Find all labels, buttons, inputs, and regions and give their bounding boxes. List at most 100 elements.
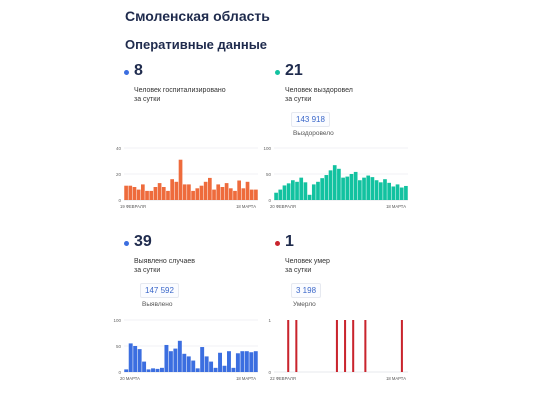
hospitalized-description: Человек госпитализировано за сутки (134, 86, 274, 104)
bar (220, 187, 225, 200)
bar (178, 159, 183, 200)
recovered-line1: Человек выздоровел (285, 87, 353, 94)
recovered-bar-chart: 0 50 100 20 ФЕВРАЛЯ 18 МАРТА (263, 146, 408, 209)
cases-description: Выявлено случаев за сутки (134, 257, 274, 275)
bar (224, 183, 229, 200)
cases-total-label: Выявлено (142, 301, 173, 308)
bar (137, 349, 142, 372)
bar (352, 320, 355, 372)
bar (208, 177, 212, 200)
bar (358, 180, 362, 200)
bar (151, 368, 155, 372)
bar (320, 178, 324, 200)
bar (299, 177, 304, 200)
hospitalized-line2: за сутки (134, 96, 161, 103)
recovered-total: 143 918 (291, 112, 330, 127)
bar (404, 185, 408, 200)
y-tick-label: 0 (118, 370, 121, 375)
bar (387, 182, 391, 200)
hospitalized-count: 8 (134, 62, 143, 79)
x-end-label: 18 МАРТА (236, 376, 256, 381)
bar (253, 351, 258, 372)
bar (124, 185, 128, 200)
bullet-dot (124, 241, 129, 246)
hospitalized-bar-chart: 0 20 40 19 ФЕВРАЛЯ 18 МАРТА (116, 146, 258, 209)
bar (145, 190, 149, 200)
bar (174, 181, 179, 200)
bar (395, 184, 400, 200)
x-end-label: 18 МАРТА (386, 204, 406, 209)
bar (366, 175, 371, 200)
bar (128, 343, 133, 372)
x-start-label: 20 ФЕВРАЛЯ (270, 204, 296, 209)
y-tick-label: 0 (268, 370, 271, 375)
y-tick-label: 50 (116, 344, 122, 349)
bar (241, 188, 246, 200)
deaths-total-label: Умерло (293, 301, 316, 308)
bar (344, 320, 347, 372)
recovered-count: 21 (285, 62, 303, 79)
deaths-total: 3 198 (291, 283, 322, 298)
cases-line1: Выявлено случаев (134, 258, 195, 265)
bar (124, 369, 129, 372)
bar (146, 369, 151, 372)
cases-card: 39 Выявлено случаев за сутки 147 592 Выя… (124, 233, 274, 308)
recovered-chart: 0 50 100 20 ФЕВРАЛЯ 18 МАРТА (262, 144, 414, 216)
bar (311, 184, 316, 200)
deaths-card: 1 Человек умер за сутки 3 198 Умерло (275, 233, 425, 308)
deaths-description: Человек умер за сутки (285, 257, 425, 275)
bar (364, 320, 367, 372)
y-tick-label: 100 (263, 146, 271, 151)
y-tick-label: 50 (266, 172, 272, 177)
bar (160, 367, 164, 372)
bar (186, 356, 191, 372)
y-tick-label: 0 (268, 198, 271, 203)
bar (328, 170, 333, 200)
bar (378, 182, 383, 200)
bullet-dot (275, 70, 280, 75)
bar (324, 175, 329, 200)
bar (399, 187, 404, 200)
bar (244, 351, 249, 372)
bar (227, 351, 231, 372)
deaths-bar-chart: 0 1 22 ФЕВРАЛЯ 18 МАРТА (268, 318, 408, 381)
deaths-line1: Человек умер (285, 258, 330, 265)
x-start-label: 19 ФЕВРАЛЯ (120, 204, 146, 209)
bar (303, 182, 308, 200)
bar (240, 351, 245, 372)
bar (166, 190, 170, 200)
recovered-card: 21 Человек выздоровел за сутки 143 918 В… (275, 62, 425, 137)
bar (345, 176, 350, 200)
deaths-line2: за сутки (285, 267, 312, 274)
bar (149, 190, 154, 200)
bar (337, 168, 341, 200)
cases-line2: за сутки (134, 267, 161, 274)
bar (153, 187, 158, 200)
bar (316, 181, 320, 200)
bar (274, 192, 278, 200)
bar (212, 189, 216, 200)
bar (128, 185, 133, 200)
hospitalized-chart: 0 20 40 19 ФЕВРАЛЯ 18 МАРТА (112, 144, 264, 216)
bar (400, 320, 403, 372)
bar (200, 347, 205, 372)
bar (235, 353, 240, 372)
bar (132, 187, 137, 200)
bar (187, 184, 191, 200)
cases-total: 147 592 (140, 283, 179, 298)
bar (161, 187, 166, 200)
bar (218, 352, 222, 372)
bar (353, 171, 358, 200)
bar (222, 365, 227, 372)
bar (141, 184, 145, 200)
hospitalized-card: 8 Человек госпитализировано за сутки (124, 62, 274, 104)
bar (245, 181, 250, 200)
recovered-total-label: Выздоровело (293, 130, 334, 137)
bar (157, 183, 162, 200)
region-title: Смоленская область (125, 8, 270, 24)
bullet-dot (124, 70, 129, 75)
bar (391, 186, 396, 200)
bar (191, 360, 196, 372)
bar (168, 351, 173, 372)
bar (173, 348, 178, 372)
